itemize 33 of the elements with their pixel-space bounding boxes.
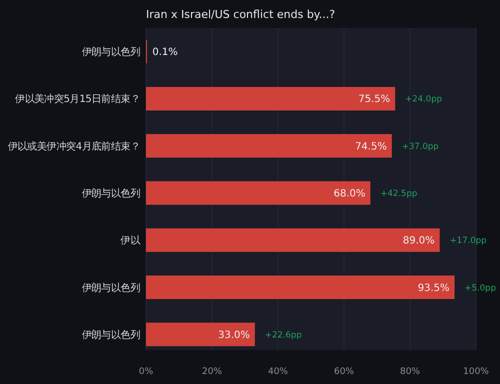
data-label: 74.5% [355,141,387,152]
chart-title: Iran x Israel/US conflict ends by...? [146,8,336,21]
x-tick-label: 80% [400,367,420,377]
data-label: 68.0% [334,188,366,200]
x-tick-label: 60% [334,367,354,377]
data-label: 0.1% [152,47,178,58]
x-tick-label: 40% [268,367,288,377]
bar [146,228,440,252]
bar [146,322,255,346]
y-tick-label: 伊朗与以色列 [82,282,140,294]
annotation: +22.6pp [264,330,302,340]
y-tick-label: 伊以或美伊冲突4月底前结束？ [8,140,140,152]
data-label: 33.0% [218,330,250,341]
annotation: +5.0pp [464,283,496,294]
bar [146,276,455,300]
x-tick-label: 100% [463,367,490,377]
y-tick-label: 伊朗与以色列 [82,188,140,200]
x-tick-label: 20% [202,367,222,377]
y-tick-label: 伊朗与以色列 [82,46,140,58]
y-tick-label: 伊以 [120,234,140,247]
bar [146,181,370,205]
data-label: 89.0% [402,236,435,247]
annotation: +37.0pp [402,142,439,152]
data-label: 93.5% [418,282,450,294]
y-tick-label: 伊以美冲突5月15日前结束？ [15,93,140,106]
bar [146,134,392,158]
annotation: +42.5pp [380,188,418,199]
annotation: +17.0pp [450,236,487,246]
bar [146,86,396,110]
annotation: +24.0pp [405,94,442,105]
x-tick-label: 0% [138,367,154,377]
data-label: 75.5% [358,94,390,106]
y-tick-label: 伊朗与以色列 [82,328,140,341]
